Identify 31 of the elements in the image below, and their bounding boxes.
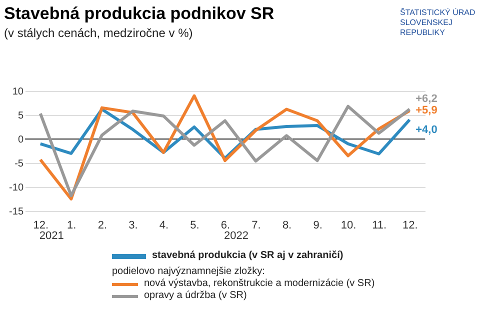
y-tick-label: -5 <box>14 158 24 170</box>
legend-label: opravy a údržba (v SR) <box>144 290 247 302</box>
data-label: +4,0 <box>416 124 438 136</box>
x-tick-label: 12. <box>33 220 49 232</box>
y-tick-label: -15 <box>9 206 24 218</box>
y-tick-label: 0 <box>18 134 24 146</box>
x-tick-label: 7. <box>252 220 261 232</box>
x-tick-label: 11. <box>372 220 387 232</box>
x-tick-label: 4. <box>159 220 169 232</box>
x-tick-label: 5. <box>190 220 200 232</box>
x-tick-label: 8. <box>282 220 292 232</box>
data-label: +6,2 <box>416 93 438 106</box>
x-tick-label: 3. <box>128 220 138 232</box>
text: 2022 <box>224 230 248 242</box>
x-tick-label: 12. <box>402 220 418 232</box>
text: podielovo najvýznamnejšie zložky: <box>112 266 266 278</box>
x-tick-label: 6. <box>220 220 230 232</box>
x-tick-label: 2. <box>98 220 108 232</box>
text: 2021 <box>39 230 64 242</box>
x-tick-label: 1. <box>67 220 76 232</box>
text: ŠTATISTICKÝ ÚRAD SLOVENSKEJ REPUBLIKY <box>400 8 476 38</box>
chart-title: Stavebná produkcia podnikov SR <box>4 4 274 24</box>
x-tick-label: 10. <box>340 220 356 232</box>
y-tick-label: 10 <box>12 86 24 98</box>
x-tick-label: 9. <box>313 220 322 232</box>
legend-label: stavebná produkcia (v SR aj v zahraničí) <box>152 250 344 262</box>
legend-label: nová výstavba, rekonštrukcie a modernizácie (v SR) <box>144 278 375 290</box>
y-tick-label: -10 <box>9 182 24 194</box>
y-tick-label: 5 <box>18 110 24 122</box>
data-label: +5,9 <box>416 104 438 117</box>
chart-subtitle: (v stálych cenách, medziročne v %) <box>4 26 193 40</box>
